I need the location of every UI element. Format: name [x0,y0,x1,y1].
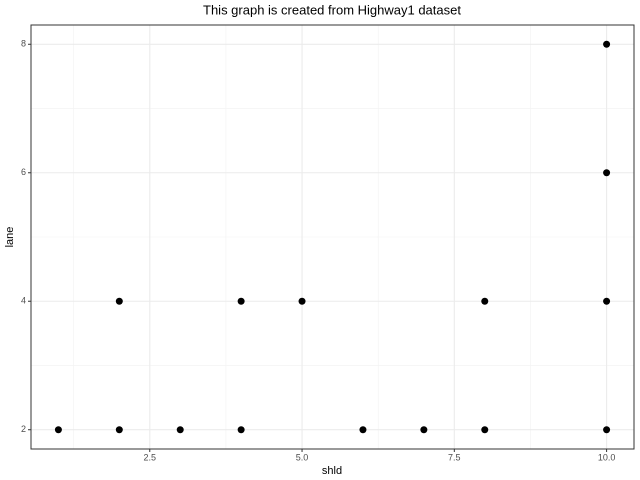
x-tick-label: 10.0 [598,452,616,462]
point [359,426,367,434]
chart-title: This graph is created from Highway1 data… [203,2,461,17]
point [115,297,123,305]
point [481,426,489,434]
point [603,169,611,177]
point [603,40,611,48]
point [237,426,245,434]
panel-border [30,24,635,450]
point [115,426,123,434]
point [603,426,611,434]
point [237,297,245,305]
point [481,297,489,305]
x-tick-label: 7.5 [448,452,461,462]
y-tick-label: 2 [21,424,26,434]
x-tick-label: 5.0 [296,452,309,462]
point [54,426,62,434]
point [298,297,306,305]
y-axis-title: lane [4,227,16,248]
point [176,426,184,434]
y-tick-label: 8 [21,39,26,49]
point [603,297,611,305]
y-tick-label: 6 [21,167,26,177]
y-tick-label: 4 [21,296,26,306]
point [420,426,428,434]
x-axis-title: shld [322,465,342,477]
x-tick-label: 2.5 [144,452,157,462]
